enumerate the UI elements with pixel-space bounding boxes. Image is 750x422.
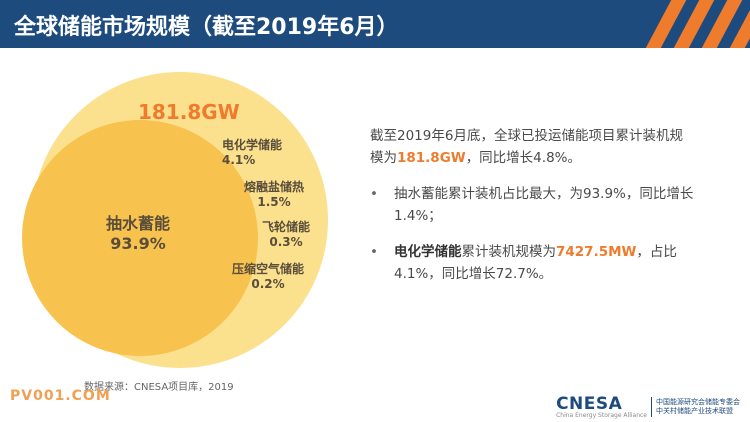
item-value: 0.2%: [251, 277, 285, 291]
logo-text: CNESA: [556, 394, 623, 414]
item-name: 飞轮储能: [262, 220, 311, 234]
header-stripes-decoration: [640, 0, 750, 48]
bullet-rest: ，占比4.1%，同比增长72.7%。: [394, 244, 677, 282]
item-name: 压缩空气储能: [232, 262, 305, 276]
data-source: 数据来源：CNESA项目库，2019: [84, 382, 234, 393]
inner-circle-pumped-hydro: [22, 120, 258, 356]
watermark: PV001.COM: [10, 388, 111, 404]
summary-panel: 截至2019年6月底，全球已投运储能项目累计装机规 模为181.8GW，同比增长…: [370, 125, 715, 299]
bullet-pumped-hydro: • 抽水蓄能累计装机占比最大，为93.9%，同比增长1.4%；: [370, 183, 715, 227]
summary-suffix: ，同比增长4.8%。: [465, 150, 581, 166]
summary-total-highlight: 181.8GW: [397, 150, 466, 166]
total-capacity-label: 181.8GW: [138, 100, 240, 124]
bullet-text: 抽水蓄能累计装机占比最大，为93.9%，同比增长1.4%；: [394, 186, 694, 224]
summary-paragraph: 截至2019年6月底，全球已投运储能项目累计装机规 模为181.8GW，同比增长…: [370, 125, 715, 169]
diagram-item-flywheel: 飞轮储能 0.3%: [262, 220, 310, 250]
diagram-item-molten-salt: 熔融盐储热 1.5%: [244, 180, 304, 210]
item-name: 电化学储能: [222, 138, 283, 152]
logo-subtext: China Energy Storage Alliance: [556, 412, 647, 419]
item-value: 0.3%: [269, 235, 303, 249]
bullet-mid: 累计装机规模为: [461, 244, 557, 260]
title-bar: 全球储能市场规模（截至2019年6月）: [0, 0, 750, 48]
diagram-item-pumped-hydro: 抽水蓄能 93.9%: [106, 214, 170, 254]
item-value: 93.9%: [110, 234, 166, 253]
circle-diagram-svg: [22, 72, 328, 368]
item-name: 抽水蓄能: [106, 214, 171, 233]
bullet-strong: 电化学储能: [394, 244, 462, 260]
summary-line-2: 模为181.8GW，同比增长4.8%。: [370, 147, 715, 169]
logo-mark-group: CNESA China Energy Storage Alliance: [556, 394, 647, 419]
page-title: 全球储能市场规模（截至2019年6月）: [14, 15, 399, 40]
logo-org-names: 中国能源研究会储能专委会 中关村储能产业技术联盟: [656, 398, 740, 416]
summary-prefix: 模为: [370, 150, 397, 166]
diagram-item-electrochemical: 电化学储能 4.1%: [222, 138, 282, 168]
cnesa-logo: CNESA China Energy Storage Alliance 中国能源…: [556, 394, 740, 419]
item-name: 熔融盐储热: [244, 180, 305, 194]
diagram-item-compressed-air: 压缩空气储能 0.2%: [232, 262, 304, 292]
logo-divider: [651, 396, 652, 417]
item-value: 4.1%: [222, 153, 256, 167]
bullet-highlight: 7427.5MW: [556, 244, 637, 260]
org-line-2: 中关村储能产业技术联盟: [656, 406, 733, 415]
storage-share-diagram: 181.8GW 抽水蓄能 93.9% 电化学储能 4.1% 熔融盐储热 1.5%…: [0, 48, 360, 388]
bullet-electrochemical: • 电化学储能累计装机规模为7427.5MW，占比4.1%，同比增长72.7%。: [370, 241, 715, 285]
bullet-dot: •: [370, 244, 378, 260]
bullet-dot: •: [370, 186, 378, 202]
summary-line-1: 截至2019年6月底，全球已投运储能项目累计装机规: [370, 128, 683, 144]
org-line-1: 中国能源研究会储能专委会: [656, 397, 740, 406]
item-value: 1.5%: [257, 195, 291, 209]
